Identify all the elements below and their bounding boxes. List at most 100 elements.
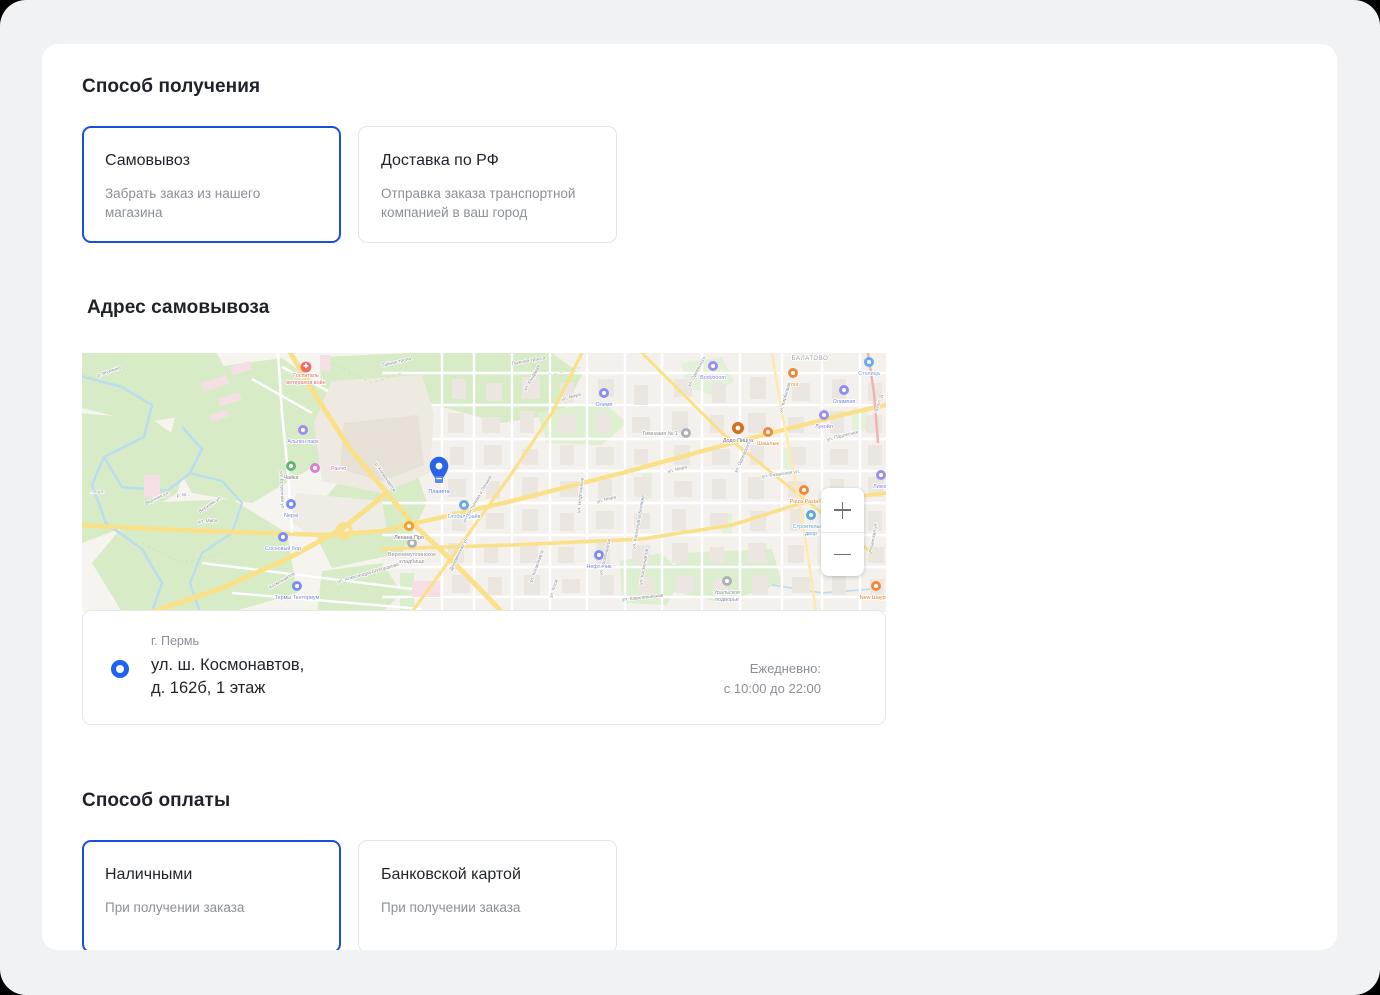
svg-text:ул. Нефтяников: ул. Нефтяников — [576, 477, 586, 513]
svg-text:Сосновый бор: Сосновый бор — [265, 545, 301, 552]
map-zoom-controls[interactable] — [821, 488, 864, 576]
map-district-label: БАЛАТОВО — [792, 356, 829, 362]
checkout-content: Способ получения Самовывоз Забрать заказ… — [82, 76, 1297, 950]
svg-text:ул. Встречная ул.: ул. Встречная ул. — [278, 471, 285, 510]
payment-option-list: Наличными При получении заказа Банковско… — [82, 840, 1297, 950]
svg-text:Нефтяник: Нефтяник — [587, 564, 613, 570]
pickup-address-heading: Адрес самовывоза — [87, 297, 270, 318]
map-canvas: Госпиталь ветеранов войн Альпен парк — [82, 353, 886, 612]
poi-bodyboom: Bodyboom — [699, 361, 727, 382]
svg-text:Верхнемуллинское: Верхнемуллинское — [388, 552, 436, 558]
payment-option-card-title: Банковской картой — [381, 866, 521, 883]
minus-icon — [834, 553, 851, 556]
svg-text:New Шаурма: New Шаурма — [860, 595, 886, 601]
svg-text:Альпен парк: Альпен парк — [287, 439, 319, 445]
poi-chaika: Чайка — [283, 461, 299, 482]
pickup-address-radio[interactable] — [111, 660, 129, 678]
svg-text:Олимпия: Олимпия — [833, 399, 856, 405]
pickup-address-city: г. Пермь — [151, 634, 199, 648]
delivery-method-section: Способ получения Самовывоз Забрать заказ… — [82, 76, 1297, 243]
poi-four: Four — [787, 368, 800, 389]
poi-gymnasium: Гимназия № 1 — [642, 428, 691, 438]
payment-method-heading: Способ оплаты — [82, 790, 231, 811]
payment-option-card-desc: При получении заказа — [381, 900, 521, 915]
svg-text:Уральское: Уральское — [714, 590, 740, 596]
poi-alpen-park: Альпен парк — [287, 425, 320, 446]
pickup-hours-value: с 10:00 до 22:00 — [723, 681, 821, 696]
delivery-option-shipping-title: Доставка по РФ — [381, 152, 499, 169]
svg-text:Строительный: Строительный — [793, 523, 829, 530]
poi-dodo-pizza: Додо Пицца — [722, 422, 754, 445]
poi-stolitsa: Столица — [857, 357, 881, 378]
pickup-map[interactable]: Госпиталь ветеранов войн Альпен парк — [82, 353, 886, 612]
payment-method-section: Способ оплаты Наличными При получении за… — [82, 790, 1297, 950]
svg-text:Bodyboom: Bodyboom — [700, 375, 726, 381]
map-pin-label: Планета — [428, 489, 449, 495]
delivery-option-shipping[interactable]: Доставка по РФ Отправка заказа транспорт… — [358, 126, 617, 243]
poi-hospital: Госпиталь ветеранов войн — [286, 361, 326, 387]
svg-text:Шашлык: Шашлык — [757, 441, 779, 447]
svg-text:ветеранов войн: ветеранов войн — [286, 379, 325, 386]
map-location-pin: Планета — [428, 456, 450, 496]
svg-text:Four: Four — [787, 382, 798, 388]
svg-text:Ранчо: Ранчо — [331, 466, 346, 472]
svg-text:Лукойл: Лукойл — [815, 423, 833, 430]
poi-sosnoviy-bor: Сосновый бор — [264, 532, 302, 553]
poi-rancho: Ранчо — [310, 463, 347, 473]
checkout-card: Способ получения Самовывоз Забрать заказ… — [42, 44, 1337, 950]
payment-option-cash-title: Наличными — [105, 866, 193, 883]
svg-text:подворье: подворье — [715, 597, 739, 603]
delivery-option-pickup-desc: Забрать заказ из нашего магазина — [105, 186, 261, 220]
svg-text:Ликом: Ликом — [873, 484, 886, 490]
pickup-hours-label: Ежедневно: — [749, 661, 821, 676]
delivery-option-pickup[interactable]: Самовывоз Забрать заказ из нашего магази… — [82, 126, 341, 243]
poi-uralskoe-podvorye: Уральское подворье — [713, 576, 741, 604]
poi-olimpia: Олимпия — [832, 385, 856, 406]
poi-likom: Ликом — [872, 470, 886, 491]
poi-termy: Термы Тенториум — [274, 581, 320, 602]
plus-icon — [834, 501, 851, 519]
delivery-option-list: Самовывоз Забрать заказ из нашего магази… — [82, 126, 1297, 243]
poi-cemetery: Верхнемуллинское кладбище — [387, 538, 437, 566]
svg-text:р. М...: р. М... — [177, 492, 191, 499]
poi-lenana-pro: Ленана Про — [393, 521, 425, 542]
poi-neftyanik: Нефтяник — [586, 550, 613, 571]
svg-text:ул. Мира: ул. Мира — [198, 518, 218, 525]
pickup-address-hours: Ежедневно: с 10:00 до 22:00 — [724, 659, 861, 699]
svg-text:Глобалдрайв: Глобалдрайв — [448, 513, 481, 520]
svg-text:двор: двор — [805, 531, 817, 537]
pickup-address-street-line1: ул. ш. Космонавтов, — [151, 656, 305, 674]
poi-olimp: Олимп — [595, 388, 613, 409]
svg-text:Олимп: Олимп — [596, 402, 613, 408]
map-zoom-out-button[interactable] — [821, 532, 864, 576]
delivery-method-heading: Способ получения — [82, 76, 261, 97]
poi-stroitelny-dvor: Строительный двор — [792, 510, 830, 538]
map-zoom-in-button[interactable] — [821, 488, 864, 532]
poi-lukoil: Лукойл — [814, 410, 834, 431]
poi-globaldrive: Глобалдрайв — [447, 500, 481, 521]
svg-text:Гимназия № 1: Гимназия № 1 — [643, 431, 678, 437]
payment-option-card[interactable]: Банковской картой При получении заказа — [358, 840, 617, 950]
poi-pizza-pasta: Pizza Pasta — [789, 485, 819, 506]
pickup-address-street-line2: д. 162б, 1 этаж — [151, 679, 266, 697]
poi-new-shaurma: New Шаурма — [859, 581, 886, 602]
pickup-address-text: г. Пермь ул. ш. Космонавтов, д. 162б, 1 … — [151, 633, 724, 700]
svg-text:Nepal: Nepal — [284, 513, 298, 519]
svg-text:Столица: Столица — [858, 371, 879, 377]
poi-nepal: Nepal — [283, 499, 299, 520]
pickup-address-section: Адрес самовывоза — [82, 297, 1297, 725]
pickup-address-card[interactable]: г. Пермь ул. ш. Космонавтов, д. 162б, 1 … — [82, 610, 886, 725]
delivery-option-shipping-desc: Отправка заказа транспортной компанией в… — [381, 186, 576, 220]
svg-text:Госпиталь: Госпиталь — [293, 373, 319, 379]
svg-text:Pizza Pasta: Pizza Pasta — [790, 499, 818, 505]
svg-text:Термы Тенториум: Термы Тенториум — [275, 595, 320, 601]
svg-text:кладбище: кладбище — [399, 559, 424, 565]
svg-text:Додо Пицца: Додо Пицца — [723, 438, 753, 444]
poi-shashlyk: Шашлык — [756, 427, 780, 448]
svg-text:Чайка: Чайка — [283, 474, 298, 481]
svg-text:...я ул.: ...я ул. — [90, 490, 104, 495]
payment-option-cash[interactable]: Наличными При получении заказа — [82, 840, 341, 950]
payment-option-cash-desc: При получении заказа — [105, 900, 245, 915]
svg-text:Ленана Про: Ленана Про — [394, 535, 424, 541]
